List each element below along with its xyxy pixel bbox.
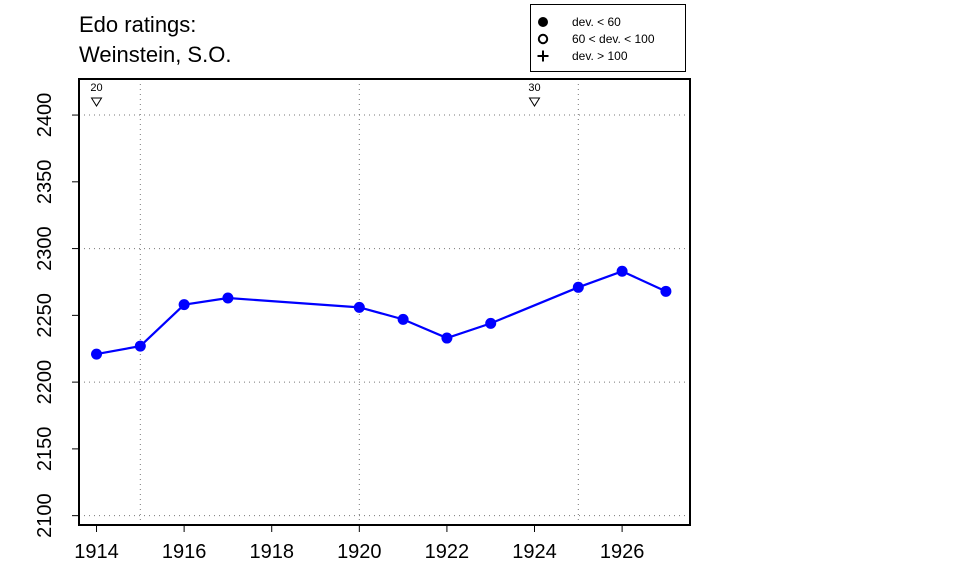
down-triangle-icon: [90, 97, 103, 107]
annotation-label: 20: [90, 82, 102, 94]
data-point: [397, 313, 409, 325]
data-point: [134, 340, 146, 352]
annotation-label: 30: [528, 82, 540, 94]
y-tick-label: 2150: [34, 427, 56, 472]
x-tick-label: 1924: [512, 541, 557, 563]
open-circle-icon: [537, 33, 549, 45]
down-triangle-icon: [528, 97, 541, 107]
filled-circle-icon: [538, 17, 548, 27]
data-point: [222, 292, 234, 304]
legend-item-filled: dev. < 60: [531, 14, 685, 30]
grid-lines: [79, 79, 690, 525]
y-tick-label: 2350: [34, 160, 56, 205]
data-point: [572, 281, 584, 293]
series-layer: [91, 265, 672, 360]
x-tick-label: 1918: [249, 541, 294, 563]
legend-label: dev. > 100: [572, 49, 628, 63]
data-point: [441, 332, 453, 344]
x-tick-label: 1914: [74, 541, 119, 563]
data-point: [353, 301, 365, 313]
legend-item-open: 60 < dev. < 100: [531, 31, 685, 47]
x-tick-label: 1926: [600, 541, 645, 563]
y-tick-label: 2250: [34, 293, 56, 338]
legend-label: dev. < 60: [572, 15, 621, 29]
plus-icon: [537, 50, 549, 62]
legend-label: 60 < dev. < 100: [572, 32, 655, 46]
y-tick-label: 2400: [34, 93, 56, 138]
x-tick-label: 1922: [425, 541, 470, 563]
data-point: [660, 285, 672, 297]
y-tick-label: 2300: [34, 226, 56, 271]
plot-frame: [78, 78, 691, 526]
data-point: [485, 317, 497, 329]
chart-title-line-1: Edo ratings:: [79, 12, 197, 37]
data-point: [91, 348, 103, 360]
data-point: [616, 265, 628, 277]
legend: dev. < 60 60 < dev. < 100 dev. > 100: [530, 4, 686, 72]
chart-title-line-2: Weinstein, S.O.: [79, 42, 232, 67]
legend-item-plus: dev. > 100: [531, 48, 685, 64]
annotations: 20 30: [90, 82, 541, 107]
x-tick-label: 1916: [162, 541, 207, 563]
data-point: [178, 299, 190, 311]
y-tick-label: 2100: [34, 493, 56, 538]
axes: 1914 1916 1918 1920 1922 1924 1926 2100 2150 2200…: [34, 93, 644, 563]
chart-title: Edo ratings: Weinstein, S.O.: [79, 10, 231, 70]
x-tick-label: 1920: [337, 541, 382, 563]
y-tick-label: 2200: [34, 360, 56, 405]
